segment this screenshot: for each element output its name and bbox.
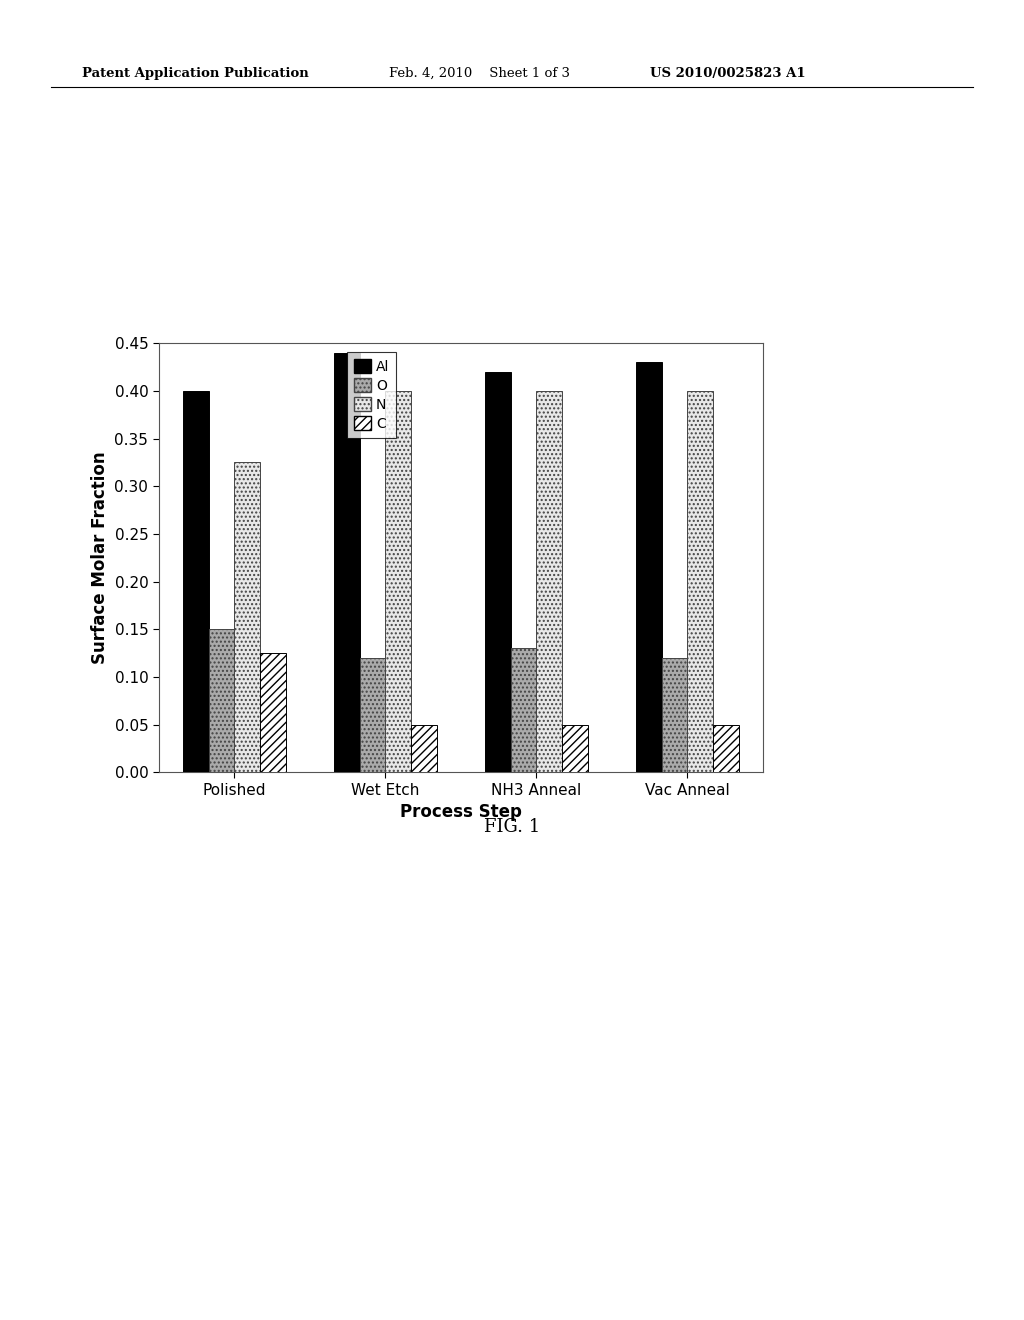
Bar — [334, 352, 359, 772]
Bar — [713, 725, 738, 772]
Bar — [411, 725, 436, 772]
Bar — [687, 391, 713, 772]
Bar — [260, 653, 286, 772]
Text: Feb. 4, 2010    Sheet 1 of 3: Feb. 4, 2010 Sheet 1 of 3 — [389, 66, 570, 79]
Text: Patent Application Publication: Patent Application Publication — [82, 66, 308, 79]
Bar — [662, 657, 687, 772]
Legend: Al, O, N, C: Al, O, N, C — [347, 352, 396, 438]
Text: US 2010/0025823 A1: US 2010/0025823 A1 — [650, 66, 806, 79]
Bar — [209, 630, 234, 772]
Bar — [359, 657, 385, 772]
Bar — [537, 391, 562, 772]
Bar — [562, 725, 588, 772]
Bar — [485, 372, 511, 772]
Bar — [511, 648, 537, 772]
X-axis label: Process Step: Process Step — [399, 803, 522, 821]
Bar — [385, 391, 411, 772]
Bar — [183, 391, 209, 772]
Bar — [636, 362, 662, 772]
Bar — [234, 462, 260, 772]
Y-axis label: Surface Molar Fraction: Surface Molar Fraction — [91, 451, 109, 664]
Text: FIG. 1: FIG. 1 — [484, 817, 540, 836]
